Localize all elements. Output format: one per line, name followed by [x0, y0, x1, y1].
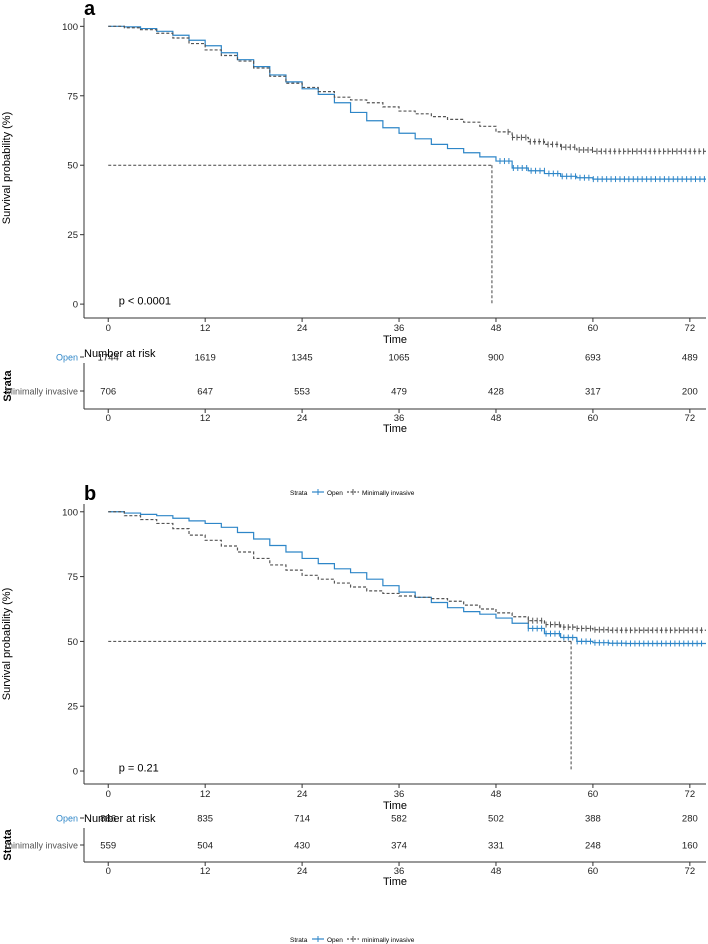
risk-row-label: Open — [56, 353, 78, 363]
risk-count: 280 — [682, 814, 698, 825]
risk-count: 835 — [197, 814, 213, 825]
legend-label-open: Open — [327, 937, 343, 944]
panel-b: b 0 25 50 75 100 0 12 24 36 48 60 72 Time Survival pro… — [1, 483, 706, 944]
x-tick-label: 60 — [588, 323, 599, 334]
risk-row-label: Minimally invasive — [5, 387, 78, 397]
p-value: p < 0.0001 — [119, 296, 171, 308]
x-axis-title: Time — [383, 800, 407, 812]
risk-x-tick-label: 60 — [588, 866, 599, 877]
risk-strata-title: Strata — [2, 370, 14, 402]
risk-count: 200 — [682, 387, 698, 398]
y-tick-label: 25 — [67, 230, 78, 241]
x-tick-label: 60 — [588, 789, 599, 800]
y-tick-label: 0 — [73, 767, 78, 778]
risk-count: 430 — [294, 841, 310, 852]
panel-a: a 0 25 50 75 100 0 12 24 36 48 60 72 Time Survival pro… — [1, 0, 706, 497]
risk-count: 504 — [197, 841, 213, 852]
risk-x-tick-label: 36 — [394, 866, 405, 877]
risk-count: 714 — [294, 814, 310, 825]
survival-curve-minimally-invasive — [108, 25, 706, 152]
risk-x-tick-label: 0 — [106, 866, 111, 877]
risk-count: 1345 — [292, 353, 313, 364]
risk-count: 428 — [488, 387, 504, 398]
risk-x-tick-label: 36 — [394, 413, 405, 424]
y-axis-title: Survival probability (%) — [1, 588, 13, 700]
survival-curve-minimally-invasive — [108, 511, 706, 631]
y-tick-label: 75 — [67, 91, 78, 102]
risk-x-tick-label: 72 — [685, 866, 696, 877]
risk-count: 479 — [391, 387, 407, 398]
y-tick-label: 50 — [67, 161, 78, 172]
risk-count: 374 — [391, 841, 407, 852]
risk-count: 559 — [100, 841, 116, 852]
x-tick-label: 0 — [106, 789, 111, 800]
risk-x-tick-label: 24 — [297, 413, 308, 424]
legend-label-open: Open — [327, 490, 343, 497]
risk-count: 706 — [100, 387, 116, 398]
survival-curve-open — [108, 511, 706, 645]
p-value: p = 0.21 — [119, 762, 159, 774]
x-tick-label: 0 — [106, 323, 111, 334]
risk-count: 502 — [488, 814, 504, 825]
x-tick-label: 12 — [200, 789, 211, 800]
y-tick-label: 75 — [67, 572, 78, 583]
y-tick-label: 100 — [62, 22, 78, 33]
x-axis-title: Time — [383, 334, 407, 346]
legend-label-minimally: minimally invasive — [362, 937, 415, 944]
risk-x-tick-label: 24 — [297, 866, 308, 877]
panel-label: a — [84, 0, 96, 20]
x-tick-label: 36 — [394, 323, 405, 334]
legend-label-minimally: Minimally invasive — [362, 490, 415, 497]
risk-count: 886 — [100, 814, 116, 825]
risk-row-label: minimally invasive — [5, 841, 78, 851]
y-tick-label: 50 — [67, 637, 78, 648]
x-tick-label: 72 — [685, 789, 696, 800]
risk-count: 248 — [585, 841, 601, 852]
risk-count: 317 — [585, 387, 601, 398]
risk-row-label: Open — [56, 814, 78, 824]
y-axis-title: Survival probability (%) — [1, 112, 13, 224]
risk-x-tick-label: 48 — [491, 413, 502, 424]
risk-count: 1619 — [195, 353, 216, 364]
risk-x-tick-label: 60 — [588, 413, 599, 424]
risk-x-tick-label: 72 — [685, 413, 696, 424]
risk-count: 489 — [682, 353, 698, 364]
risk-table-title: Number at risk — [84, 813, 156, 825]
risk-x-tick-label: 12 — [200, 413, 211, 424]
x-tick-label: 72 — [685, 323, 696, 334]
risk-count: 388 — [585, 814, 601, 825]
risk-count: 647 — [197, 387, 213, 398]
risk-x-tick-label: 48 — [491, 866, 502, 877]
y-tick-label: 100 — [62, 507, 78, 518]
x-tick-label: 24 — [297, 323, 308, 334]
x-tick-label: 24 — [297, 789, 308, 800]
risk-count: 331 — [488, 841, 504, 852]
survival-curve-open — [108, 25, 706, 180]
risk-count: 1065 — [388, 353, 409, 364]
x-tick-label: 48 — [491, 323, 502, 334]
y-tick-label: 0 — [73, 300, 78, 311]
risk-count: 582 — [391, 814, 407, 825]
risk-x-tick-label: 12 — [200, 866, 211, 877]
risk-count: 1744 — [98, 353, 119, 364]
panel-label: b — [84, 483, 96, 505]
y-tick-label: 25 — [67, 702, 78, 713]
risk-x-axis-title: Time — [383, 876, 407, 888]
x-tick-label: 36 — [394, 789, 405, 800]
risk-x-axis-title: Time — [383, 423, 407, 435]
risk-count: 160 — [682, 841, 698, 852]
x-tick-label: 12 — [200, 323, 211, 334]
legend-title: Strata — [290, 937, 308, 944]
risk-table-title: Number at risk — [84, 348, 156, 360]
risk-x-tick-label: 0 — [106, 413, 111, 424]
risk-count: 693 — [585, 353, 601, 364]
x-tick-label: 48 — [491, 789, 502, 800]
risk-strata-title: Strata — [2, 829, 14, 861]
risk-count: 900 — [488, 353, 504, 364]
risk-count: 553 — [294, 387, 310, 398]
legend-title: Strata — [290, 490, 308, 497]
